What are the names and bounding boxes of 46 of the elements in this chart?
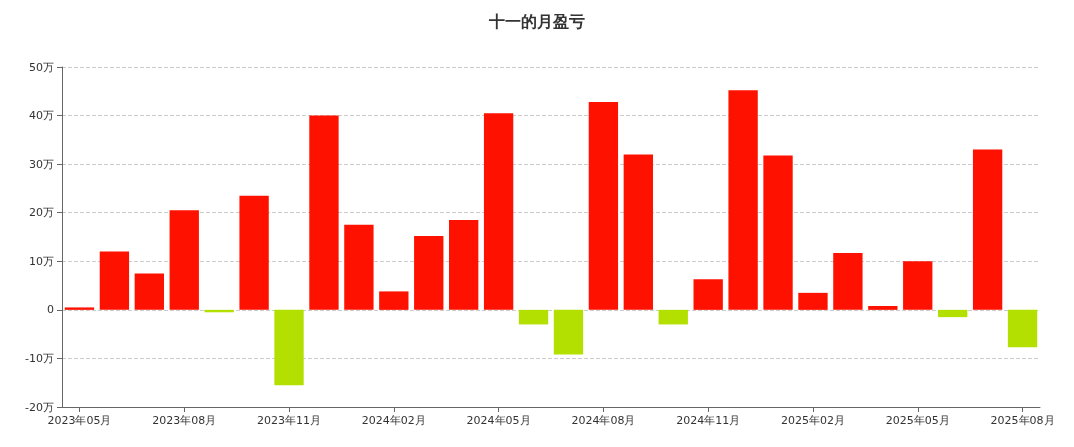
bar [623,154,653,310]
bar [309,115,339,310]
bar [972,149,1003,310]
bar [903,261,933,310]
bar [658,309,688,325]
bar [588,101,619,310]
chart-title: 十一的月盈亏 [488,11,585,31]
bar [938,309,968,318]
bar [344,224,374,310]
x-tick-label: 2024年11月 [676,414,741,427]
bar [449,220,479,310]
x-tick-label: 2023年08月 [152,414,217,427]
bar [483,113,514,310]
bar [1007,309,1038,348]
bar [169,210,199,310]
y-tick-label: -20万 [25,400,54,414]
y-tick-label: 40万 [29,109,54,123]
bar [833,253,863,310]
bar [798,292,828,310]
bar [134,273,164,310]
x-tick-label: 2024年02月 [361,414,426,427]
bar [868,305,898,310]
x-tick-label: 2023年11月 [257,414,322,427]
x-tick-label: 2024年05月 [466,414,531,427]
bar [239,195,269,310]
bar [518,309,549,325]
x-tick-label: 2025年05月 [885,414,950,427]
y-tick-label: 30万 [29,157,54,171]
bar [763,155,793,310]
y-tick-label: 0 [47,303,54,317]
bar [379,291,409,310]
y-tick-label: 10万 [29,254,54,268]
y-tick-label: 50万 [29,60,54,74]
x-tick-label: 2025年02月 [780,414,845,427]
x-tick-label: 2024年08月 [571,414,636,427]
x-tick-label: 2025年08月 [990,414,1055,427]
x-tick-label: 2023年05月 [47,414,112,427]
bar [728,90,758,310]
bar [693,279,723,310]
bar [553,309,584,355]
bar [274,309,304,386]
bar [99,251,130,310]
bar [64,307,95,310]
bar [414,236,444,310]
y-tick-label: -10万 [25,351,54,365]
y-tick-label: 20万 [29,206,54,220]
